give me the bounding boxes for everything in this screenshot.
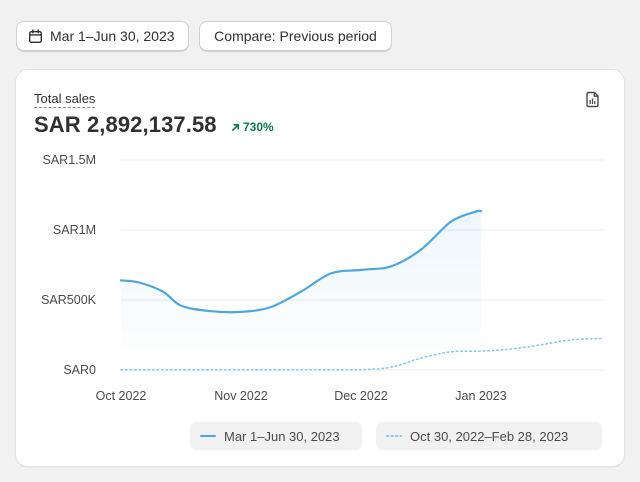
legend-item-comparison-period[interactable]: Oct 30, 2022–Feb 28, 2023 <box>376 422 602 450</box>
x-axis-tick-label: Oct 2022 <box>96 389 147 403</box>
y-axis-tick-label: SAR1.5M <box>43 153 97 167</box>
x-axis-tick-label: Nov 2022 <box>214 389 268 403</box>
y-axis-tick-label: SAR0 <box>63 363 96 377</box>
legend-dotted-line-icon <box>386 435 402 437</box>
y-axis-tick-label: SAR1M <box>53 223 96 237</box>
compare-period-label: Compare: Previous period <box>214 28 377 44</box>
legend-label-current: Mar 1–Jun 30, 2023 <box>224 428 340 444</box>
y-axis-tick-label: SAR500K <box>41 293 97 307</box>
calendar-icon <box>28 28 43 43</box>
x-axis-tick-label: Dec 2022 <box>334 389 388 403</box>
legend-item-current-period[interactable]: Mar 1–Jun 30, 2023 <box>190 422 362 450</box>
x-axis-tick-label: Jan 2023 <box>455 389 506 403</box>
compare-period-button[interactable]: Compare: Previous period <box>199 21 392 51</box>
total-sales-value: SAR 2,892,137.58 <box>34 112 217 137</box>
export-report-icon[interactable] <box>585 91 600 108</box>
card-title[interactable]: Total sales <box>34 91 96 108</box>
legend-solid-line-icon <box>200 435 216 437</box>
total-sales-card: Total sales SAR 2,892,137.58 730% SAR0 SA… <box>16 70 624 466</box>
series-area-fill <box>121 210 481 370</box>
date-range-button[interactable]: Mar 1–Jun 30, 2023 <box>16 21 189 51</box>
series-line-current-period[interactable] <box>119 209 483 314</box>
sales-change-percent: 730% <box>243 120 274 134</box>
series-line-comparison-period[interactable] <box>120 337 602 371</box>
date-range-label: Mar 1–Jun 30, 2023 <box>50 28 175 44</box>
sales-change-badge: 730% <box>231 120 274 134</box>
legend-label-comparison: Oct 30, 2022–Feb 28, 2023 <box>410 428 569 444</box>
sales-line-chart[interactable]: SAR0 SAR500K SAR1M SAR1.5M Oct 2022 Nov 2022… <box>16 70 624 466</box>
arrow-up-right-icon <box>231 123 240 131</box>
